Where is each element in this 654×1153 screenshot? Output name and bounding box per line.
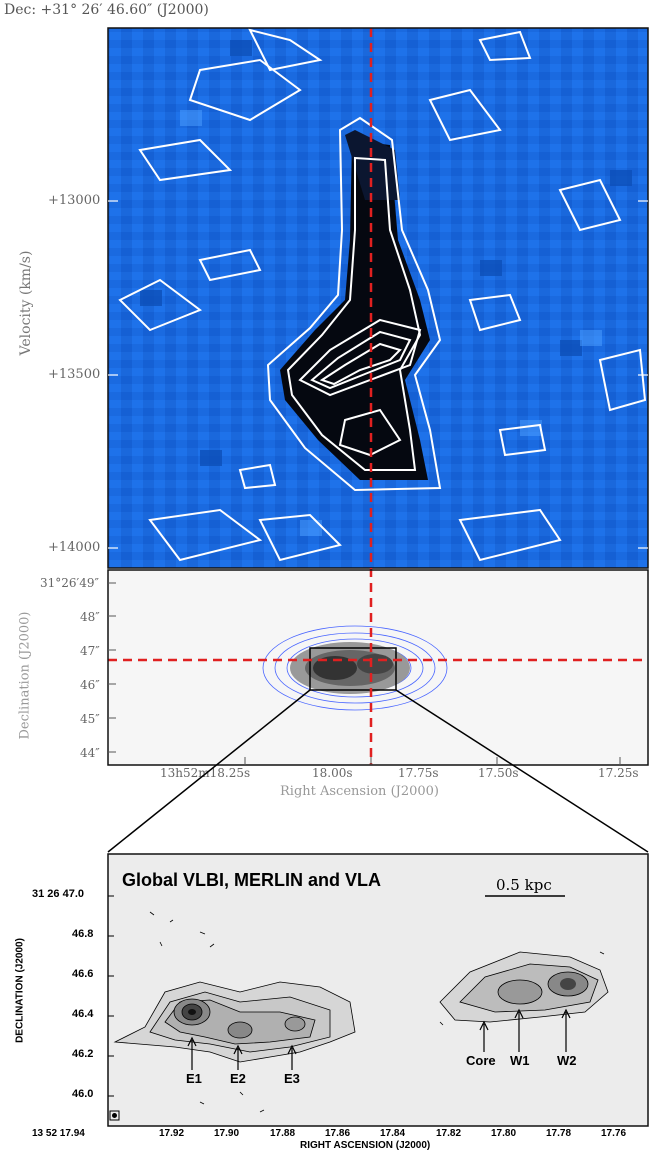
- vlbi-xlabel: RIGHT ASCENSION (J2000): [300, 1140, 431, 1151]
- beam-box: [109, 1110, 120, 1121]
- vlbi-xtick-6: 17.82: [436, 1128, 462, 1139]
- vlbi-ytick-46-2: 46.2: [72, 1048, 94, 1060]
- ra-tick-17-50: 17.50s: [478, 766, 519, 780]
- vlbi-ytick-46-8: 46.8: [72, 928, 94, 940]
- dec-tick-45: 45″: [80, 712, 100, 726]
- component-e2: E2: [230, 1071, 246, 1086]
- vlbi-ytick-46-0: 46.0: [72, 1088, 94, 1100]
- ra-tick-18-25: 13h52m18.25s: [160, 766, 251, 780]
- dec-header: Dec: +31° 26′ 46.60″ (J2000): [4, 2, 209, 18]
- pv-ytick-14000: +14000: [48, 540, 101, 555]
- ra-tick-18-00: 18.00s: [312, 766, 353, 780]
- vlbi-xtick-4: 17.86: [325, 1128, 351, 1139]
- vlbi-ytick-47-0: 31 26 47.0: [32, 888, 84, 900]
- zoom-box: [309, 647, 397, 691]
- vlbi-ytick-46-4: 46.4: [72, 1008, 94, 1020]
- dec-tick-49: 31°26′49″: [40, 576, 100, 590]
- vlbi-xtick-9: 17.76: [601, 1128, 627, 1139]
- dec-tick-48: 48″: [80, 610, 100, 624]
- component-e1: E1: [186, 1071, 202, 1086]
- vlbi-xtick-3: 17.88: [270, 1128, 296, 1139]
- continuum-emission: [290, 642, 410, 694]
- vlbi-xtick-8: 17.78: [546, 1128, 572, 1139]
- component-core: Core: [466, 1053, 496, 1068]
- component-e3: E3: [284, 1071, 300, 1086]
- vlbi-title: Global VLBI, MERLIN and VLA: [122, 870, 382, 890]
- eastern-lobe: [113, 981, 356, 1063]
- dec-tick-44: 44″: [80, 746, 100, 760]
- pv-ylabel: Velocity (km/s): [18, 250, 34, 356]
- component-arrows: [187, 1008, 571, 1070]
- vlbi-xtick-1: 17.92: [159, 1128, 185, 1139]
- vlbi-xtick-7: 17.80: [491, 1128, 517, 1139]
- pv-diagram: [107, 27, 649, 569]
- pv-ytick-13500: +13500: [48, 367, 101, 382]
- vlbi-map: [107, 853, 649, 1127]
- continuum-map: [107, 568, 649, 766]
- ra-tick-17-25: 17.25s: [598, 766, 639, 780]
- vlbi-xtick-0: 13 52 17.94: [32, 1128, 85, 1139]
- pv-ytick-13000: +13000: [48, 193, 101, 208]
- pv-frame: [107, 27, 649, 569]
- ra-tick-17-75: 17.75s: [398, 766, 439, 780]
- vlbi-ytick-46-6: 46.6: [72, 968, 94, 980]
- pv-contours: [118, 28, 647, 562]
- zoom-connectors: [107, 689, 649, 853]
- scale-label: 0.5 kpc: [496, 876, 552, 894]
- vlbi-ylabel: DECLINATION (J2000): [14, 938, 26, 1043]
- vlbi-xtick-5: 17.84: [380, 1128, 406, 1139]
- ra-xlabel: Right Ascension (J2000): [280, 784, 440, 799]
- western-lobe: [439, 951, 609, 1023]
- dec-tick-46: 46″: [80, 678, 100, 692]
- component-w1: W1: [510, 1053, 530, 1068]
- vlbi-xtick-2: 17.90: [214, 1128, 240, 1139]
- component-w2: W2: [557, 1053, 577, 1068]
- dec-tick-47: 47″: [80, 644, 100, 658]
